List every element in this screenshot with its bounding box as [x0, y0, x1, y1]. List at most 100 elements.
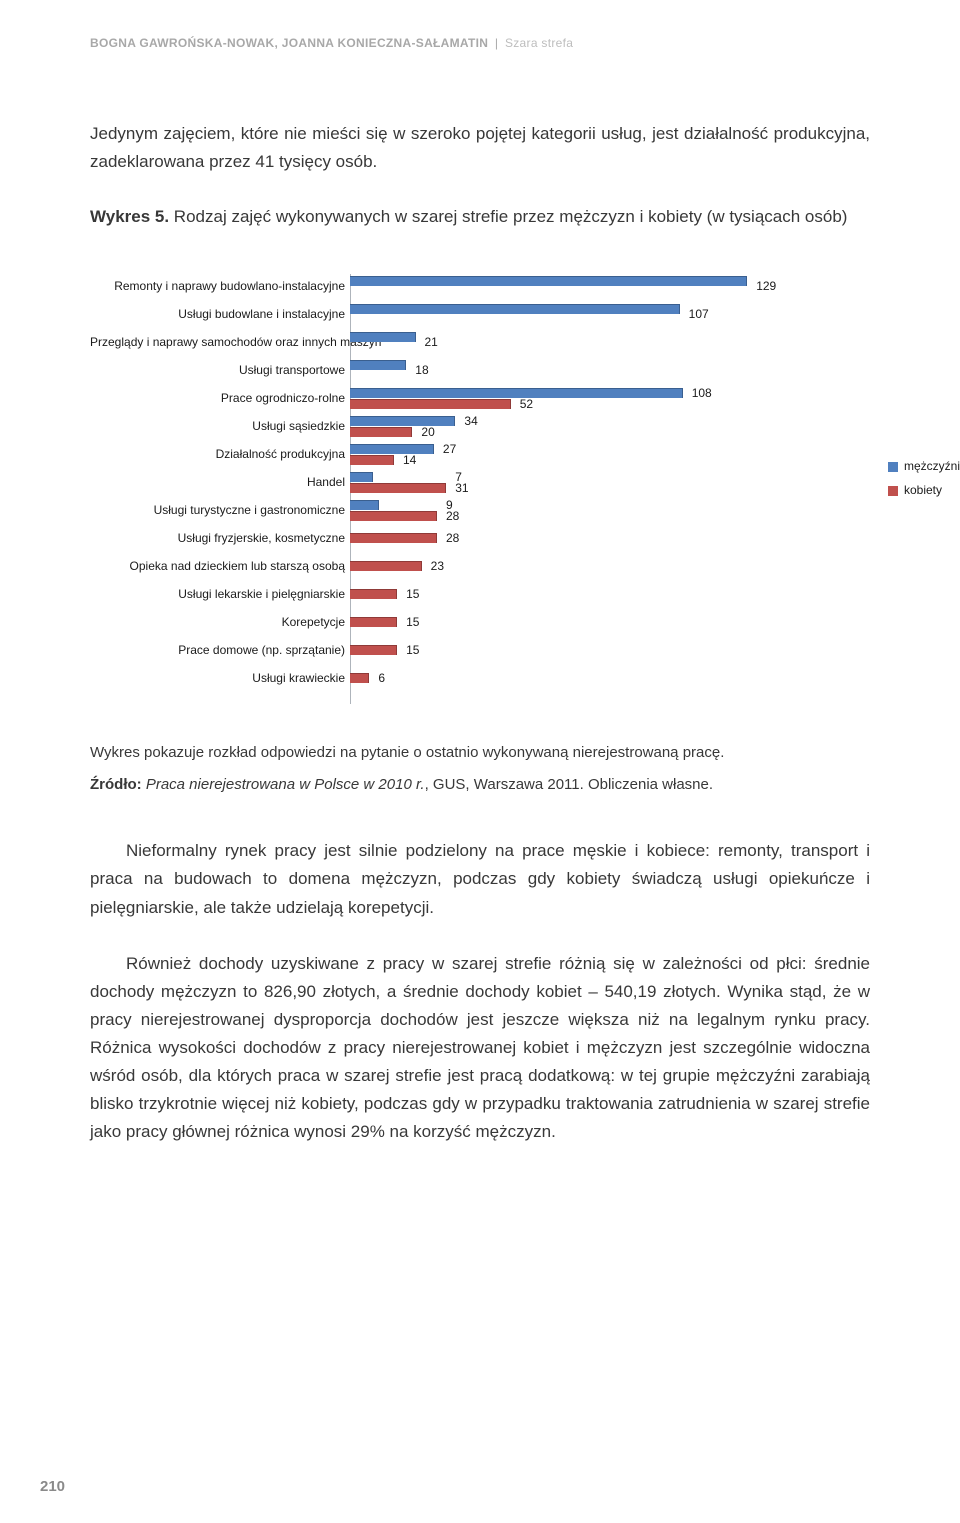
bar-female — [350, 427, 412, 437]
bar-female — [350, 589, 397, 599]
chart-row: Korepetycje 15 — [90, 610, 870, 635]
bar-value-female: 23 — [431, 559, 444, 573]
bar-value-male: 27 — [443, 442, 456, 456]
chart-legend: mężczyźni kobiety — [888, 454, 960, 502]
bar-value-female: 15 — [406, 587, 419, 601]
chart-bars: 18 — [350, 360, 780, 381]
bar-male — [350, 472, 373, 482]
chart-category-label: Handel — [90, 470, 345, 495]
chart-bars: 129 — [350, 276, 780, 297]
bar-female — [350, 399, 511, 409]
chart-row: Usługi sąsiedzkie 34 20 — [90, 414, 870, 439]
para-3: Również dochody uzyskiwane z pracy w sza… — [90, 950, 870, 1146]
legend-label-f: kobiety — [904, 483, 942, 497]
legend-item-m: mężczyźni — [888, 454, 960, 478]
bar-female — [350, 673, 369, 683]
chart-row: Usługi lekarskie i pielęgniarskie 15 — [90, 582, 870, 607]
bar-female — [350, 511, 437, 521]
bar-female — [350, 533, 437, 543]
chart-bars: 23 — [350, 556, 780, 577]
bar-value-male: 108 — [692, 386, 712, 400]
chart-category-label: Usługi budowlane i instalacyjne — [90, 302, 345, 327]
chart-row: Prace domowe (np. sprzątanie)15 — [90, 638, 870, 663]
bar-value-male: 34 — [464, 414, 477, 428]
bar-value-female: 20 — [421, 425, 434, 439]
bar-male — [350, 304, 680, 314]
bar-male — [350, 500, 379, 510]
legend-swatch-f — [888, 486, 898, 496]
figure-source: Źródło: Praca nierejestrowana w Polsce w… — [90, 772, 870, 798]
bar-male — [350, 388, 683, 398]
para-2: Nieformalny rynek pracy jest silnie podz… — [90, 837, 870, 921]
bar-value-female: 52 — [520, 397, 533, 411]
bar-value-male: 107 — [689, 307, 709, 321]
chart-row: Usługi budowlane i instalacyjne 107 — [90, 302, 870, 327]
source-rest: , GUS, Warszawa 2011. Obliczenia własne. — [425, 776, 713, 793]
chart-category-label: Prace ogrodniczo-rolne — [90, 386, 345, 411]
header-sep: | — [495, 36, 498, 50]
bar-value-female: 15 — [406, 643, 419, 657]
bar-value-male: 18 — [415, 363, 428, 377]
bar-value-female: 28 — [446, 531, 459, 545]
chart-bars: 15 — [350, 584, 780, 605]
chart-category-label: Usługi fryzjerskie, kosmetyczne — [90, 526, 345, 551]
legend-label-m: mężczyźni — [904, 459, 960, 473]
chart-row: Prace ogrodniczo-rolne 108 52 — [90, 386, 870, 411]
bar-female — [350, 455, 394, 465]
chart-row: Działalność produkcyjna2714 — [90, 442, 870, 467]
chart-row: Usługi turystyczne i gastronomiczne928 — [90, 498, 870, 523]
bar-value-female: 31 — [455, 481, 468, 495]
chart-category-label: Usługi krawieckie — [90, 666, 345, 691]
chart-bars: 34 20 — [350, 416, 780, 437]
legend-item-f: kobiety — [888, 478, 960, 502]
chart-bars: 731 — [350, 472, 780, 493]
chart-row: Przeglądy i naprawy samochodów oraz inny… — [90, 330, 870, 355]
figure-title: Wykres 5. Rodzaj zajęć wykonywanych w sz… — [90, 204, 870, 230]
bar-female — [350, 617, 397, 627]
bar-female — [350, 561, 422, 571]
chart-category-label: Usługi turystyczne i gastronomiczne — [90, 498, 345, 523]
chart-bars: 108 52 — [350, 388, 780, 409]
running-header: BOGNA GAWROŃSKA-NOWAK, JOANNA KONIECZNA-… — [90, 36, 870, 50]
bar-value-male: 21 — [425, 335, 438, 349]
chart-category-label: Działalność produkcyjna — [90, 442, 345, 467]
chart-category-label: Przeglądy i naprawy samochodów oraz inny… — [90, 330, 345, 355]
chart-row: Usługi krawieckie 6 — [90, 666, 870, 691]
chart-row: Opieka nad dzieckiem lub starszą osobą23 — [90, 554, 870, 579]
chart-category-label: Korepetycje — [90, 610, 345, 635]
figure-caption: Wykres pokazuje rozkład odpowiedzi na py… — [90, 740, 870, 766]
chart-bars: 107 — [350, 304, 780, 325]
header-short-title: Szara strefa — [505, 36, 573, 50]
figure-title-rest: Rodzaj zajęć wykonywanych w szarej stref… — [169, 207, 847, 226]
source-italic: Praca nierejestrowana w Polsce w 2010 r. — [146, 776, 425, 793]
intro-paragraph: Jedynym zajęciem, które nie mieści się w… — [90, 120, 870, 176]
legend-swatch-m — [888, 462, 898, 472]
chart-bars: 2714 — [350, 444, 780, 465]
chart-category-label: Remonty i naprawy budowlano-instalacyjne — [90, 274, 345, 299]
bar-male — [350, 444, 434, 454]
chart-bars: 15 — [350, 640, 780, 661]
figure-title-bold: Wykres 5. — [90, 207, 169, 226]
chart-row: Usługi fryzjerskie, kosmetyczne 28 — [90, 526, 870, 551]
bar-value-female: 6 — [378, 671, 385, 685]
bar-value-male: 129 — [756, 279, 776, 293]
bar-male — [350, 332, 416, 342]
bar-value-female: 28 — [446, 509, 459, 523]
bar-male — [350, 360, 406, 370]
bar-female — [350, 483, 446, 493]
bar-value-female: 15 — [406, 615, 419, 629]
chart-row: Handel731 — [90, 470, 870, 495]
chart-bars: 928 — [350, 500, 780, 521]
bar-male — [350, 276, 747, 286]
chart-category-label: Usługi lekarskie i pielęgniarskie — [90, 582, 345, 607]
source-label: Źródło: — [90, 776, 142, 793]
chart-bars: 6 — [350, 668, 780, 689]
page-number: 210 — [40, 1478, 65, 1495]
chart-bars: 28 — [350, 528, 780, 549]
bar-female — [350, 645, 397, 655]
chart-bars: 15 — [350, 612, 780, 633]
chart-row: Usługi transportowe18 — [90, 358, 870, 383]
chart-category-label: Usługi sąsiedzkie — [90, 414, 345, 439]
chart-wykres5: mężczyźni kobiety Remonty i naprawy budo… — [90, 274, 870, 704]
chart-row: Remonty i naprawy budowlano-instalacyjne… — [90, 274, 870, 299]
